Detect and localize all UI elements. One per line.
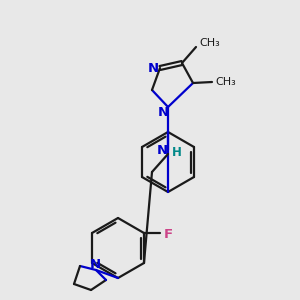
Text: CH₃: CH₃ bbox=[215, 77, 236, 87]
Text: N: N bbox=[158, 106, 169, 118]
Text: F: F bbox=[164, 227, 172, 241]
Text: N: N bbox=[156, 145, 168, 158]
Text: N: N bbox=[147, 62, 159, 76]
Text: CH₃: CH₃ bbox=[199, 38, 220, 48]
Text: N: N bbox=[89, 257, 100, 271]
Text: H: H bbox=[172, 146, 182, 158]
